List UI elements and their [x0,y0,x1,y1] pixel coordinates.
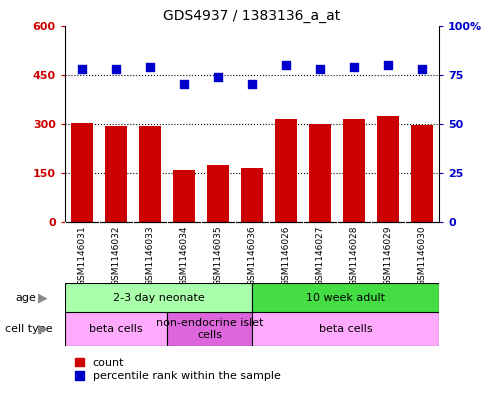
Text: 2-3 day neonate: 2-3 day neonate [113,293,204,303]
Text: GSM1146026: GSM1146026 [281,225,290,286]
Point [282,62,290,68]
Point [384,62,392,68]
Text: ▶: ▶ [37,291,47,304]
Text: ▶: ▶ [37,323,47,336]
Text: GSM1146031: GSM1146031 [77,225,86,286]
Text: GSM1146030: GSM1146030 [418,225,427,286]
Bar [173,170,195,222]
Point [214,73,222,80]
Point [418,66,426,72]
Point [180,81,188,88]
Bar [252,283,439,312]
Text: GSM1146029: GSM1146029 [384,225,393,286]
Text: beta cells: beta cells [89,324,143,334]
Point [112,66,120,72]
Text: beta cells: beta cells [319,324,372,334]
Bar [167,312,252,346]
Bar [139,126,161,222]
Point [350,64,358,70]
Text: GSM1146034: GSM1146034 [180,225,189,286]
Text: GSM1146032: GSM1146032 [111,225,120,286]
Text: GSM1146033: GSM1146033 [145,225,154,286]
Bar [105,126,127,222]
Point [316,66,324,72]
Bar [65,312,167,346]
Bar [309,124,331,222]
Text: 10 week adult: 10 week adult [306,293,385,303]
Bar [252,312,439,346]
Bar [411,125,433,222]
Bar [343,119,365,222]
Point [248,81,256,88]
Bar [207,165,229,222]
Point [78,66,86,72]
Text: GSM1146035: GSM1146035 [214,225,223,286]
Text: GSM1146027: GSM1146027 [315,225,324,286]
Bar [71,123,93,222]
Title: GDS4937 / 1383136_a_at: GDS4937 / 1383136_a_at [163,9,341,23]
Legend: count, percentile rank within the sample: count, percentile rank within the sample [70,353,285,386]
Bar [241,168,263,222]
Bar [377,116,399,222]
Bar [65,283,252,312]
Text: non-endocrine islet
cells: non-endocrine islet cells [156,318,263,340]
Text: cell type: cell type [5,324,52,334]
Point [146,64,154,70]
Text: GSM1146028: GSM1146028 [350,225,359,286]
Text: age: age [15,293,36,303]
Bar [275,119,297,222]
Text: GSM1146036: GSM1146036 [248,225,256,286]
